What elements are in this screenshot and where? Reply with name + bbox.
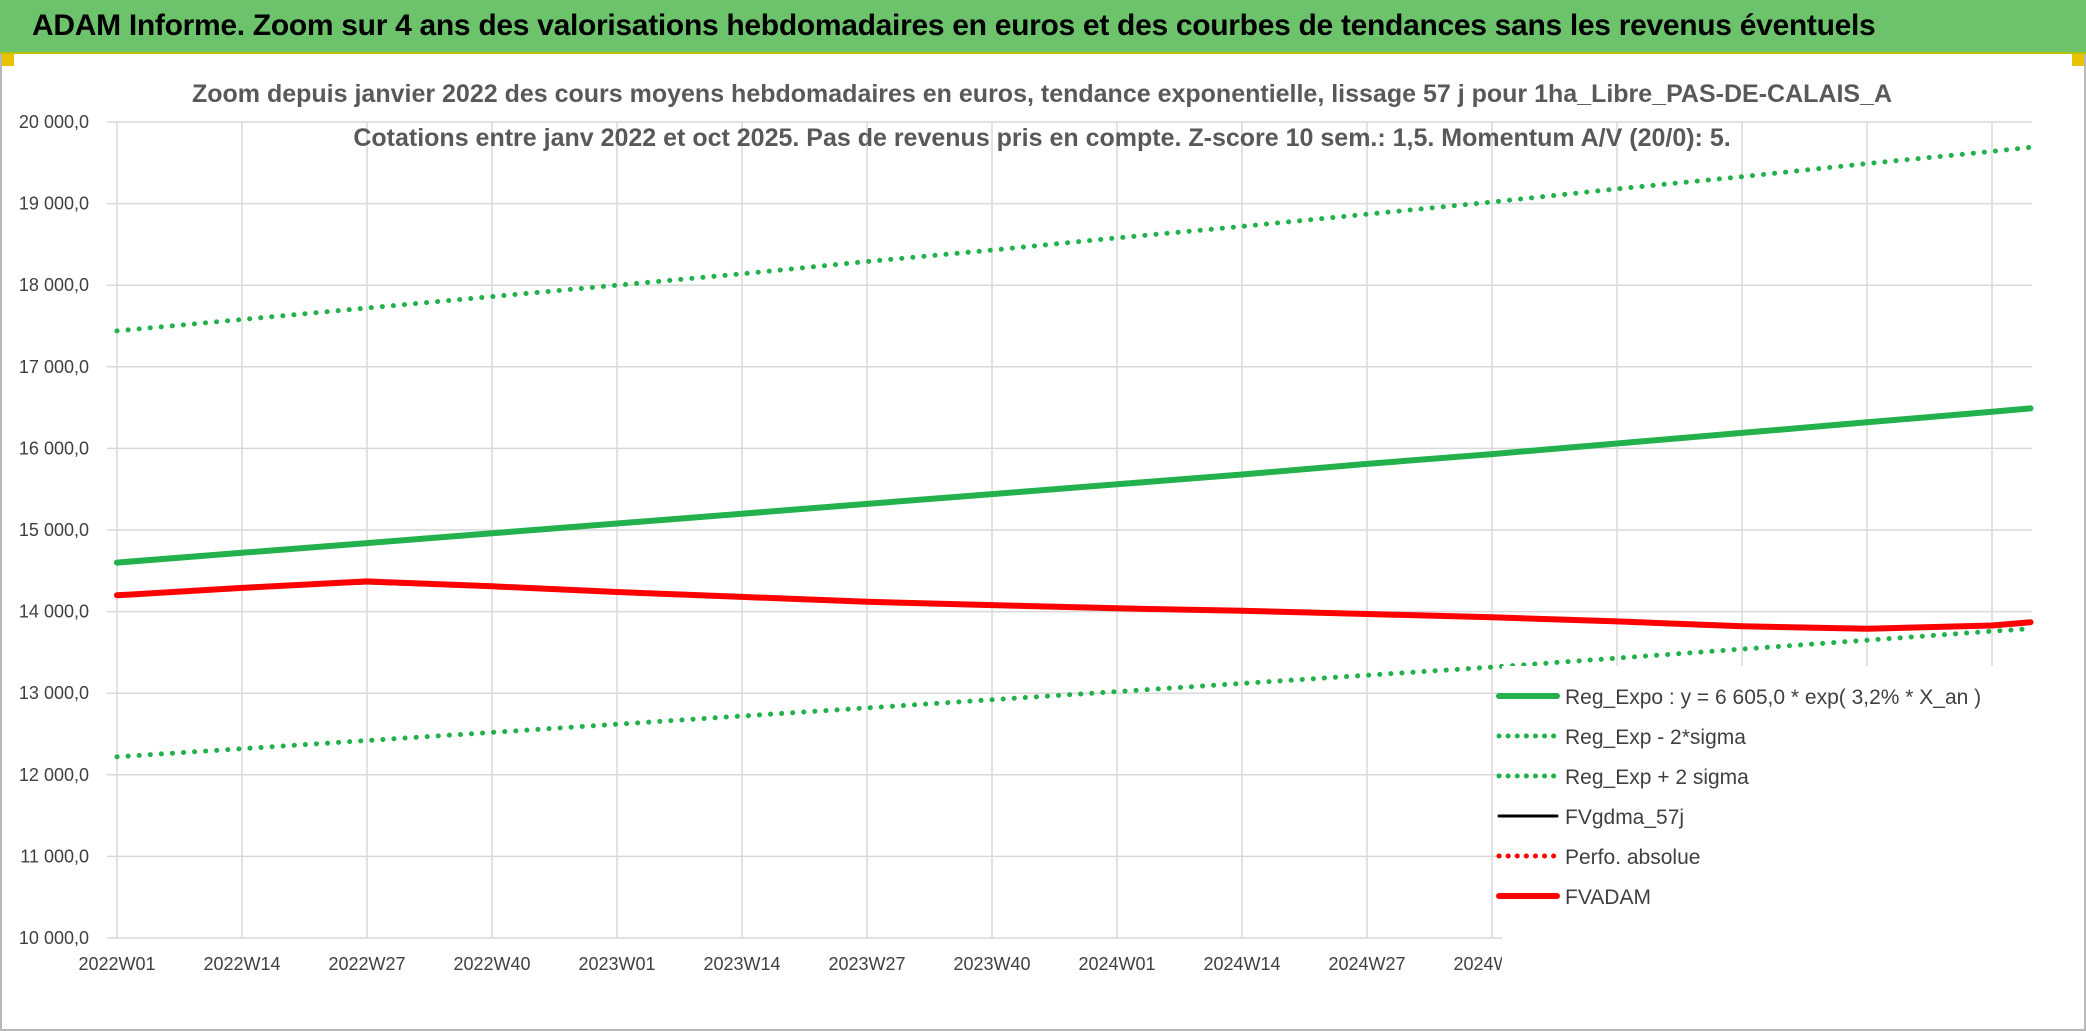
series-line	[114, 144, 2033, 334]
legend: Reg_Expo : y = 6 605,0 * exp( 3,2% * X_a…	[1496, 686, 1981, 909]
chart-title-line2: Cotations entre janv 2022 et oct 2025. P…	[353, 124, 1730, 152]
y-tick-label: 13 000,0	[19, 683, 89, 703]
frame-corner-marker	[2072, 54, 2084, 66]
x-tick-label: 2023W27	[828, 954, 905, 974]
legend-background	[1502, 666, 2082, 991]
y-tick-label: 17 000,0	[19, 357, 89, 377]
y-tick-label: 12 000,0	[19, 765, 89, 785]
y-tick-label: 19 000,0	[19, 194, 89, 214]
legend-label: Perfo. absolue	[1565, 846, 1700, 869]
report-title: ADAM Informe. Zoom sur 4 ans des valoris…	[32, 9, 1876, 42]
x-tick-label: 2024W01	[1078, 954, 1155, 974]
series-line	[114, 626, 2033, 760]
y-axis-ticks: 10 000,0 11 000,0 12 000,0 13 000,0 14 000,0…	[19, 112, 89, 948]
line-chart: 10 000,0 11 000,0 12 000,0 13 000,0 14 000,0…	[19, 80, 2082, 991]
chart-frame: 10 000,0 11 000,0 12 000,0 13 000,0 14 000,0…	[0, 54, 2086, 1031]
chart-title-line1: Zoom depuis janvier 2022 des cours moyen…	[192, 80, 1892, 108]
series-lines	[114, 144, 2034, 760]
y-tick-label: 16 000,0	[19, 438, 89, 458]
legend-label: Reg_Expo : y = 6 605,0 * exp( 3,2% * X_a…	[1565, 686, 1981, 709]
y-tick-label: 20 000,0	[19, 112, 89, 132]
series-line	[114, 578, 2034, 632]
legend-label: FVgdma_57j	[1565, 806, 1684, 829]
x-tick-label: 2022W27	[328, 954, 405, 974]
x-tick-label: 2023W14	[703, 954, 780, 974]
series-line	[114, 405, 2034, 566]
frame-corner-marker	[2, 54, 14, 66]
legend-label: Reg_Exp - 2*sigma	[1565, 726, 1746, 749]
gridlines	[107, 121, 2032, 939]
y-tick-label: 18 000,0	[19, 275, 89, 295]
y-tick-label: 14 000,0	[19, 602, 89, 622]
report-banner: ADAM Informe. Zoom sur 4 ans des valoris…	[0, 0, 2086, 54]
legend-label: FVADAM	[1565, 886, 1651, 909]
y-tick-label: 10 000,0	[19, 928, 89, 948]
x-tick-label: 2024W27	[1328, 954, 1405, 974]
x-tick-label: 2022W01	[78, 954, 155, 974]
x-tick-label: 2024W14	[1203, 954, 1280, 974]
x-tick-label: 2022W40	[453, 954, 530, 974]
x-tick-label: 2022W14	[203, 954, 280, 974]
x-tick-label: 2023W01	[578, 954, 655, 974]
y-tick-label: 15 000,0	[19, 520, 89, 540]
legend-label: Reg_Exp + 2 sigma	[1565, 766, 1749, 789]
x-tick-label: 2023W40	[953, 954, 1030, 974]
y-tick-label: 11 000,0	[20, 846, 89, 866]
